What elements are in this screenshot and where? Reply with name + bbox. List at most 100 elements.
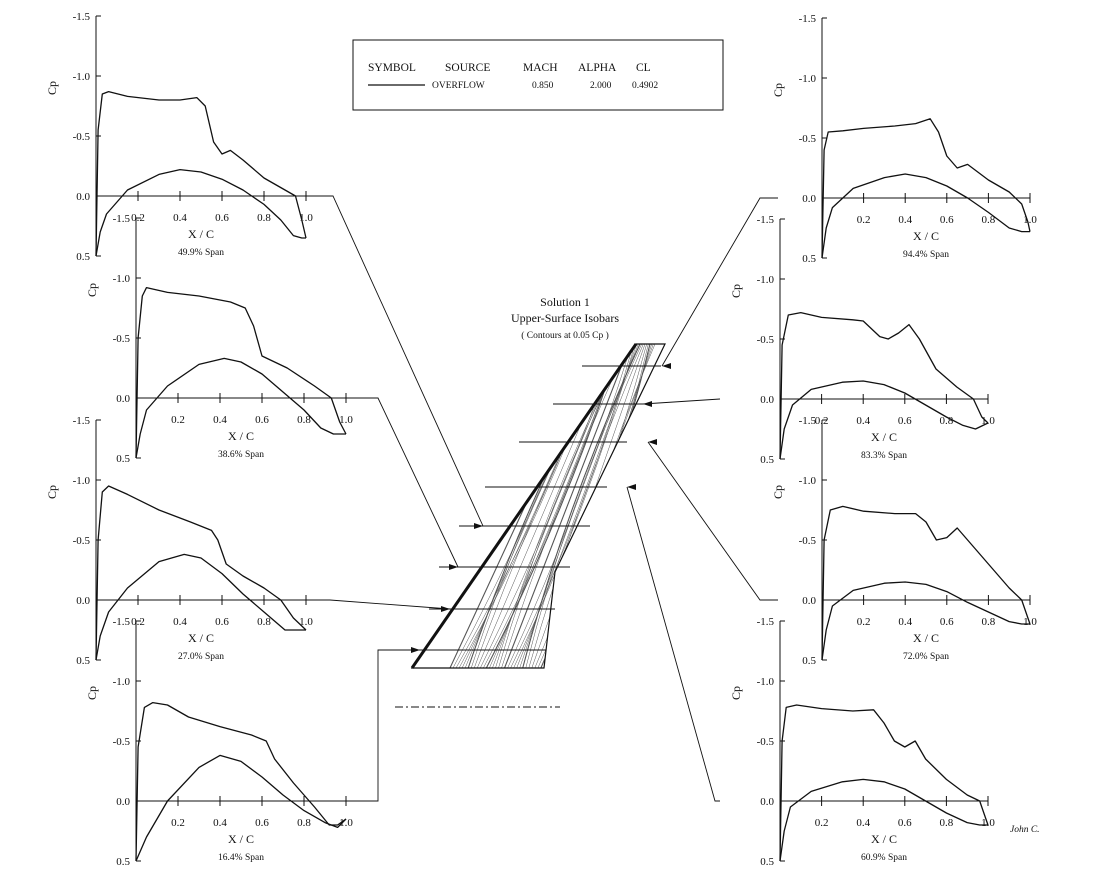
y-tick-label: -1.0 xyxy=(113,273,131,285)
legend-header-cl: CL xyxy=(636,62,651,74)
x-axis-label: X / C xyxy=(913,631,939,645)
span-label: 94.4% Span xyxy=(903,250,949,260)
x-tick-label: 0.6 xyxy=(215,616,229,628)
x-tick-label: 0.6 xyxy=(898,415,912,427)
y-axis-label: Cp xyxy=(771,83,785,97)
x-tick-label: 0.4 xyxy=(213,817,227,829)
y-axis-label: Cp xyxy=(771,485,785,499)
x-tick-label: 0.2 xyxy=(131,616,145,628)
cp-lower-surface-line xyxy=(821,581,1030,661)
x-tick-label: 0.6 xyxy=(940,616,954,628)
cp-lower-surface-line xyxy=(821,173,1030,259)
wing-contour-note: ( Contours at 0.05 Cp ) xyxy=(521,330,609,341)
x-tick-label: 0.4 xyxy=(213,414,227,426)
legend-header-source: SOURCE xyxy=(445,62,490,74)
isobar-line xyxy=(525,344,642,668)
cp-lower-surface-line xyxy=(135,357,346,459)
y-tick-label: 0.0 xyxy=(116,393,130,405)
y-tick-label: -0.5 xyxy=(113,333,131,345)
cp-upper-surface-line xyxy=(135,286,347,459)
y-axis-label: Cp xyxy=(729,686,743,700)
cp-lower-surface-line xyxy=(779,778,988,862)
cp-upper-surface-line xyxy=(821,118,1031,259)
cp-upper-surface-line xyxy=(779,704,989,862)
legend-source-value: OVERFLOW xyxy=(432,81,485,91)
x-tick-label: 1.0 xyxy=(339,817,353,829)
y-tick-label: 0.0 xyxy=(76,595,90,607)
x-tick-label: 0.8 xyxy=(982,616,996,628)
y-tick-label: 0.5 xyxy=(116,856,130,868)
y-tick-label: -1.0 xyxy=(113,676,131,688)
y-tick-label: -0.5 xyxy=(113,736,131,748)
legend-mach-value: 0.850 xyxy=(532,81,554,91)
cp-lower-surface-line xyxy=(135,754,347,862)
isobar-line xyxy=(504,344,631,668)
y-tick-label: 0.5 xyxy=(802,655,816,667)
y-tick-label: -0.5 xyxy=(757,334,775,346)
y-tick-label: -1.0 xyxy=(757,676,775,688)
y-tick-label: 0.5 xyxy=(802,253,816,265)
y-tick-label: -0.5 xyxy=(73,535,91,547)
x-tick-label: 0.2 xyxy=(171,414,185,426)
x-tick-label: 0.8 xyxy=(940,415,954,427)
span-label: 60.9% Span xyxy=(861,853,907,863)
leader-arrowhead xyxy=(648,439,657,445)
y-axis-label: Cp xyxy=(45,81,59,95)
author-text: John C. xyxy=(1010,825,1040,835)
y-tick-label: 0.0 xyxy=(760,796,774,808)
cp-plot: -1.5 -1.0 -0.5 0.0 0.5 0.2 0.4 0.6 0.8 1.0 X / C Cp… xyxy=(729,616,995,868)
leader-arrowhead xyxy=(662,363,671,369)
leader-line xyxy=(626,486,720,802)
x-tick-label: 0.6 xyxy=(215,212,229,224)
x-axis-label: X / C xyxy=(228,832,254,846)
x-tick-label: 0.2 xyxy=(815,817,829,829)
y-tick-label: -1.0 xyxy=(73,71,91,83)
y-axis-label: Cp xyxy=(729,284,743,298)
leader-line xyxy=(661,197,778,367)
cp-plots: -1.5 -1.0 -0.5 0.0 0.5 0.2 0.4 0.6 0.8 1.0 X / C Cp… xyxy=(45,11,1037,868)
cp-lower-surface-line xyxy=(95,553,306,661)
span-label: 72.0% Span xyxy=(903,652,949,662)
x-tick-label: 0.4 xyxy=(856,817,870,829)
isobar-line xyxy=(501,344,629,668)
wing-leading-edge xyxy=(410,343,638,669)
wing-title: Solution 1 xyxy=(540,295,590,309)
x-tick-label: 0.8 xyxy=(940,817,954,829)
y-tick-label: 0.0 xyxy=(802,595,816,607)
isobar-line xyxy=(528,344,644,668)
y-tick-label: -0.5 xyxy=(757,736,775,748)
x-tick-label: 0.6 xyxy=(898,817,912,829)
x-axis-label: X / C xyxy=(228,429,254,443)
leader-line xyxy=(305,599,451,610)
x-tick-label: 0.4 xyxy=(173,616,187,628)
wing-subtitle: Upper-Surface Isobars xyxy=(511,311,619,325)
cp-lower-surface-line xyxy=(779,380,989,460)
cp-lower-surface-line xyxy=(95,168,306,257)
leader-arrowhead xyxy=(411,647,420,653)
span-label: 16.4% Span xyxy=(218,853,264,863)
x-tick-label: 0.8 xyxy=(982,214,996,226)
cp-plot: -1.5 -1.0 -0.5 0.0 0.5 0.2 0.4 0.6 0.8 1.0 X / C Cp… xyxy=(85,213,353,465)
x-tick-label: 1.0 xyxy=(339,414,353,426)
span-label: 27.0% Span xyxy=(178,652,224,662)
leader-line xyxy=(647,441,778,601)
x-tick-label: 0.4 xyxy=(898,616,912,628)
cp-upper-surface-line xyxy=(135,701,347,862)
y-tick-label: -1.0 xyxy=(757,274,775,286)
x-tick-label: 0.6 xyxy=(255,414,269,426)
cp-upper-surface-line xyxy=(95,485,307,661)
leader-lines xyxy=(305,195,778,802)
y-tick-label: -1.5 xyxy=(113,213,131,225)
legend-frame xyxy=(352,39,724,111)
leader-arrowhead xyxy=(627,484,636,490)
legend-header-alpha: ALPHA xyxy=(578,62,617,74)
legend-box: SYMBOL SOURCE MACH ALPHA CL OVERFLOW 0.8… xyxy=(352,39,724,111)
legend-cl-value: 0.4902 xyxy=(632,81,658,91)
y-tick-label: -0.5 xyxy=(799,535,817,547)
leader-arrowhead xyxy=(449,564,458,570)
x-axis-label: X / C xyxy=(913,229,939,243)
y-tick-label: -1.5 xyxy=(799,13,817,25)
y-tick-label: -0.5 xyxy=(799,133,817,145)
